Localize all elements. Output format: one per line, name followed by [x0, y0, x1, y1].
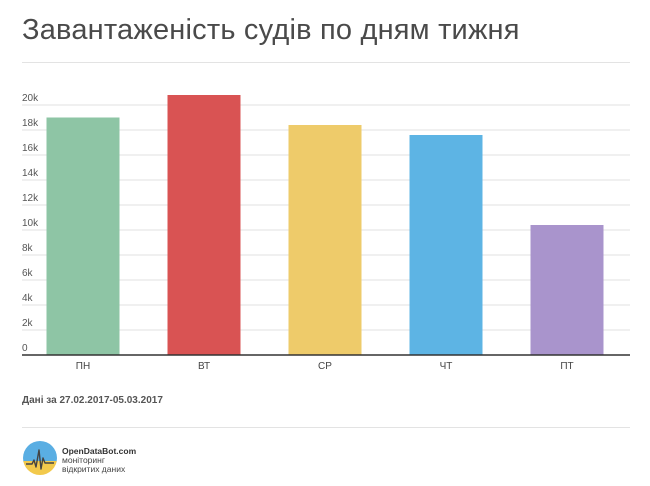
- y-tick-label: 10k: [22, 218, 39, 229]
- brand-tagline: моніторинг відкритих даних: [62, 455, 126, 474]
- y-tick-label: 0: [22, 343, 28, 354]
- y-tick-label: 12k: [22, 193, 39, 204]
- y-tick-label: 4k: [22, 293, 34, 304]
- bottom-divider: [22, 427, 630, 428]
- chart-title: Завантаженість судів по дням тижня: [22, 14, 520, 46]
- x-tick-label: ВТ: [198, 361, 210, 372]
- x-tick-label: СР: [318, 361, 332, 372]
- brand-name[interactable]: OpenDataBot.com: [62, 446, 137, 456]
- x-tick-label: ПН: [76, 361, 90, 372]
- bar: [46, 117, 120, 355]
- y-tick-label: 20k: [22, 93, 39, 104]
- opendatabot-logo-icon[interactable]: [22, 440, 58, 476]
- top-divider: [22, 62, 630, 63]
- bar: [167, 95, 241, 355]
- y-tick-label: 2k: [22, 318, 34, 329]
- bar: [288, 125, 362, 355]
- bar-chart: 0 2k 4k 6k 8k 10k 12k 14k 16k 18k 20k ПН ВТ СР ЧТ ПТ: [22, 93, 630, 372]
- y-tick-label: 8k: [22, 243, 34, 254]
- x-tick-label: ЧТ: [440, 361, 453, 372]
- bar: [409, 135, 483, 355]
- y-tick-label: 14k: [22, 168, 39, 179]
- bar: [530, 225, 604, 355]
- y-tick-label: 18k: [22, 118, 39, 129]
- y-tick-label: 16k: [22, 143, 39, 154]
- y-tick-label: 6k: [22, 268, 34, 279]
- x-tick-label: ПТ: [560, 361, 573, 372]
- data-period-caption: Дані за 27.02.2017-05.03.2017: [22, 395, 163, 406]
